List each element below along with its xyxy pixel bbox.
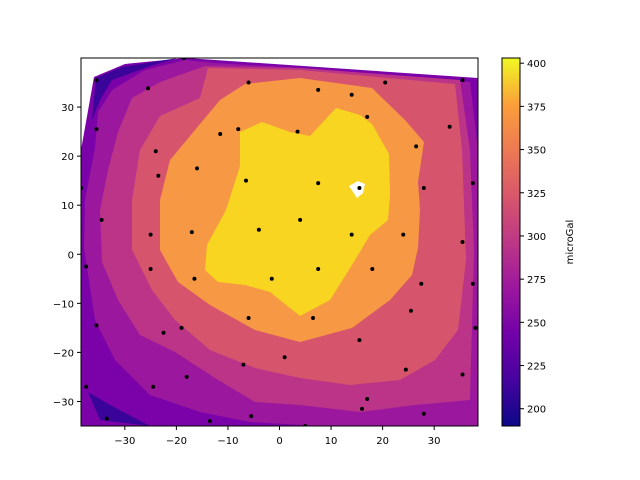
data-point-0: [94, 78, 99, 83]
data-point-20: [357, 186, 362, 191]
data-point-3: [246, 80, 251, 85]
contour-fill: [81, 58, 478, 426]
colorbar-tick-label: 200: [527, 405, 546, 416]
data-point-30: [401, 232, 406, 237]
x-tick-label: 20: [376, 436, 389, 447]
contour-white-hole: [349, 181, 365, 198]
data-points: [81, 58, 478, 426]
data-point-35: [269, 276, 274, 281]
data-point-42: [246, 316, 251, 321]
data-point-27: [256, 227, 261, 232]
colorbar-tick-label: 225: [527, 362, 546, 373]
data-point-11: [236, 127, 241, 132]
data-point-17: [195, 166, 200, 171]
data-point-31: [460, 240, 465, 244]
data-point-58: [207, 419, 212, 424]
data-point-54: [184, 374, 189, 379]
colorbar-frame: [501, 57, 521, 427]
data-point-37: [370, 266, 375, 271]
y-tick-label: −10: [53, 299, 74, 310]
data-point-6: [383, 80, 388, 85]
data-point-47: [241, 362, 246, 367]
y-tick-label: −30: [53, 397, 74, 408]
data-point-7: [460, 78, 465, 83]
data-point-43: [311, 316, 316, 321]
colorbar-tick-label: 275: [527, 275, 546, 286]
data-point-26: [189, 230, 194, 235]
data-point-38: [419, 281, 424, 286]
data-point-46: [161, 330, 166, 335]
y-tick-label: 0: [68, 250, 74, 261]
data-point-12: [295, 129, 300, 134]
colorbar-label: microGal: [565, 220, 576, 265]
data-point-28: [298, 217, 303, 222]
data-point-55: [365, 397, 370, 402]
data-point-10: [218, 132, 223, 137]
x-tick-label: −30: [114, 436, 135, 447]
y-tick-label: −20: [53, 348, 74, 359]
x-axis: −30 −20 −10 0 10 20 30: [114, 426, 441, 447]
x-tick-label: −10: [217, 436, 238, 447]
data-point-18: [243, 178, 248, 183]
data-point-33: [148, 266, 153, 271]
data-point-29: [349, 232, 354, 237]
colorbar: [502, 58, 520, 426]
data-point-1: [146, 86, 151, 91]
data-point-15: [447, 124, 452, 129]
contour-band-0b: [88, 392, 150, 426]
contour-band-0a: [92, 58, 178, 120]
y-tick-label: 30: [61, 103, 74, 114]
data-point-19: [316, 181, 321, 186]
data-point-5: [349, 92, 354, 97]
y-tick-label: 10: [61, 201, 74, 212]
data-point-57: [249, 414, 254, 419]
data-point-39: [470, 281, 475, 286]
data-point-24: [99, 217, 104, 222]
data-point-60: [421, 411, 426, 416]
colorbar-tick-label: 400: [527, 59, 546, 70]
data-point-32: [84, 264, 89, 269]
data-point-36: [316, 266, 321, 271]
data-point-25: [148, 232, 153, 237]
data-point-48: [282, 355, 287, 360]
colorbar-tick-label: 350: [527, 146, 546, 157]
colorbar-tick-label: 375: [527, 102, 546, 113]
data-point-8: [94, 127, 99, 132]
data-point-13: [365, 114, 370, 119]
data-point-22: [470, 181, 475, 186]
x-tick-label: −20: [166, 436, 187, 447]
y-axis: −30 −20 −10 0 10 20 30: [53, 103, 81, 408]
x-tick-label: 10: [325, 436, 338, 447]
data-point-16: [156, 173, 161, 178]
data-point-4: [316, 87, 321, 92]
y-tick-label: 20: [61, 152, 74, 163]
data-point-51: [460, 372, 465, 377]
data-point-41: [179, 325, 184, 330]
data-point-45: [473, 325, 478, 330]
colorbar-tick-label: 250: [527, 318, 546, 329]
colorbar-ticks: 200 225 250 275 300 325 350 375 400: [520, 59, 546, 416]
data-point-9: [153, 149, 158, 154]
data-point-53: [151, 384, 156, 389]
data-point-44: [408, 308, 413, 313]
contour-band-6: [205, 108, 390, 316]
x-tick-label: 0: [276, 436, 282, 447]
data-point-56: [359, 406, 364, 411]
data-point-40: [94, 323, 99, 328]
x-tick-label: 30: [428, 436, 441, 447]
data-point-49: [357, 338, 362, 343]
data-point-34: [192, 276, 197, 281]
data-point-59: [104, 416, 109, 421]
colorbar-tick-label: 325: [527, 189, 546, 200]
data-point-50: [403, 367, 408, 372]
colorbar-tick-label: 300: [527, 232, 546, 243]
data-point-52: [84, 384, 89, 389]
data-point-21: [421, 186, 426, 191]
data-point-14: [414, 144, 419, 149]
